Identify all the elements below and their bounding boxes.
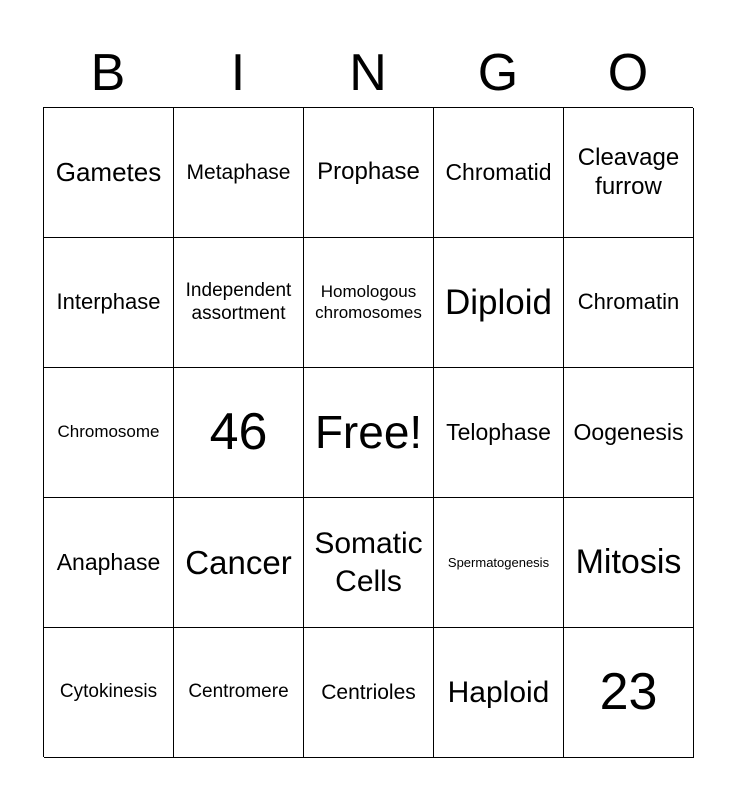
bingo-cell: Independent assortment <box>174 238 304 368</box>
bingo-cell: Centrioles <box>304 628 434 758</box>
bingo-cell: Gametes <box>44 108 174 238</box>
bingo-cell: 46 <box>174 368 304 498</box>
bingo-grid: Gametes Metaphase Prophase Chromatid Cle… <box>43 107 694 758</box>
bingo-cell: Oogenesis <box>564 368 694 498</box>
bingo-cell: Somatic Cells <box>304 498 434 628</box>
bingo-cell: Chromosome <box>44 368 174 498</box>
header-letter-i: I <box>230 44 246 102</box>
bingo-cell: Anaphase <box>44 498 174 628</box>
bingo-cell: Chromatid <box>434 108 564 238</box>
header-letter-n: N <box>349 44 387 102</box>
bingo-cell: Interphase <box>44 238 174 368</box>
bingo-cell: Centromere <box>174 628 304 758</box>
bingo-cell: Cancer <box>174 498 304 628</box>
header-letter-o: O <box>607 44 649 102</box>
bingo-cell: Cytokinesis <box>44 628 174 758</box>
bingo-header: B I N G O <box>43 40 693 106</box>
header-letter-b: B <box>90 44 126 102</box>
bingo-cell: Telophase <box>434 368 564 498</box>
bingo-cell: Prophase <box>304 108 434 238</box>
bingo-cell: Diploid <box>434 238 564 368</box>
free-space-cell: Free! <box>304 368 434 498</box>
header-letter-g: G <box>477 44 519 102</box>
bingo-cell: Chromatin <box>564 238 694 368</box>
bingo-cell: Metaphase <box>174 108 304 238</box>
bingo-cell: Haploid <box>434 628 564 758</box>
bingo-cell: Mitosis <box>564 498 694 628</box>
bingo-cell: Spermatogenesis <box>434 498 564 628</box>
bingo-cell: 23 <box>564 628 694 758</box>
bingo-cell: Homologous chromosomes <box>304 238 434 368</box>
bingo-cell: Cleavage furrow <box>564 108 694 238</box>
